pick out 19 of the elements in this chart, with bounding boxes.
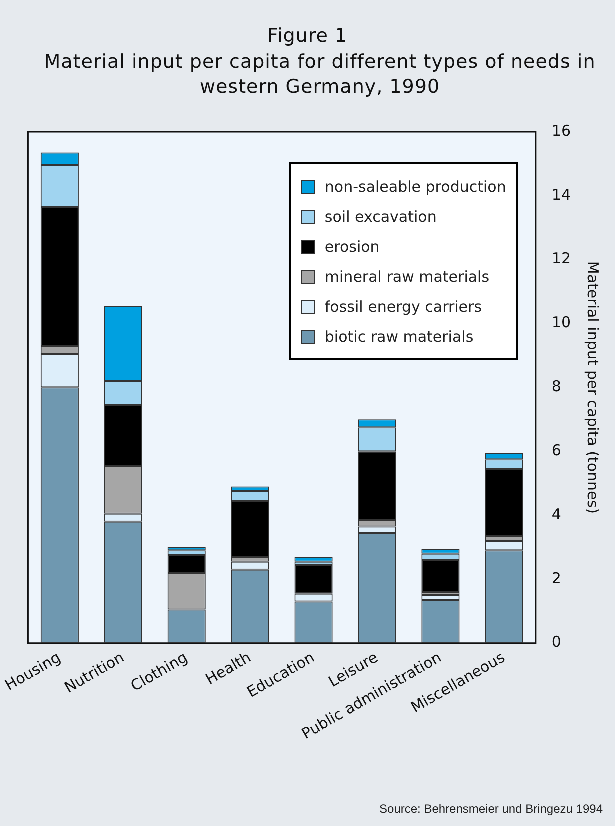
legend-label: non-saleable production <box>324 178 506 196</box>
chart-title: Figure 1 <box>266 24 349 49</box>
y-tick-label: 10 <box>552 314 572 332</box>
legend-label: soil excavation <box>324 208 437 226</box>
y-tick-label: 6 <box>552 441 562 460</box>
y-tick-label: 2 <box>552 569 562 588</box>
y-tick-label: 14 <box>552 186 572 204</box>
y-tick-label: 8 <box>552 378 562 396</box>
legend-label: mineral raw materials <box>324 268 490 286</box>
y-tick-label: 12 <box>552 250 572 268</box>
source-note: Source: Behrensmeier und Bringezu 1994 <box>380 802 603 816</box>
y-tick-label: 16 <box>552 122 572 140</box>
y-axis-title: Material input per capita (tonnes) <box>584 261 602 514</box>
chart-subtitle: Material input per capita for different types of needs in western Germany, 1990 <box>43 50 597 100</box>
y-tick-label: 0 <box>552 633 562 652</box>
legend-label: erosion <box>324 238 380 256</box>
legend-label: biotic raw materials <box>324 328 474 346</box>
y-tick-label: 4 <box>552 505 562 524</box>
legend-label: fossil energy carriers <box>324 298 482 316</box>
